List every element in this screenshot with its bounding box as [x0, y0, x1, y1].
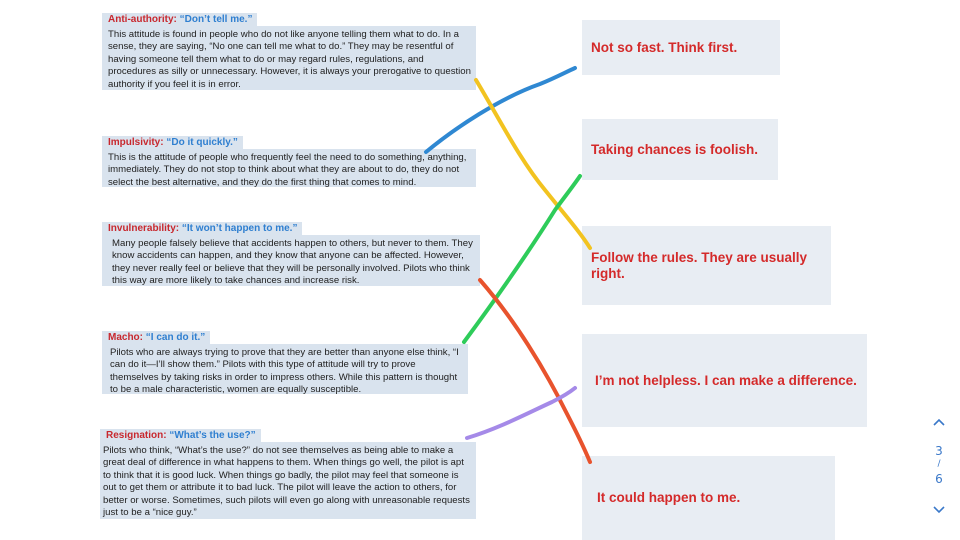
card-heading: Impulsivity: “Do it quickly.”: [102, 136, 243, 149]
attitude-description: This attitude is found in people who do …: [108, 29, 471, 90]
card-macho: Macho: “I can do it.” Pilots who are alw…: [102, 331, 468, 396]
card-anti-authority: Anti-authority: “Don’t tell me.” This at…: [102, 13, 476, 90]
antidote-could-happen[interactable]: It could happen to me.: [582, 456, 835, 540]
attitude-description: This is the attitude of people who frequ…: [108, 152, 467, 188]
attitude-quote: “It won’t happen to me.”: [181, 223, 298, 234]
card-heading: Resignation: “What’s the use?”: [100, 429, 261, 442]
attitude-quote: “Do it quickly.”: [166, 137, 238, 148]
connection-line-invulnerability: [478, 278, 592, 464]
card-impulsivity: Impulsivity: “Do it quickly.” This is th…: [102, 136, 476, 188]
attitude-quote: “Don’t tell me.”: [179, 14, 253, 25]
antidote-not-helpless[interactable]: I’m not helpless. I can make a differenc…: [582, 334, 867, 427]
connection-line-resignation: [465, 386, 577, 440]
attitude-description: Pilots who think, “What’s the use?” do n…: [103, 445, 470, 519]
chevron-up-icon: [933, 418, 945, 426]
attitude-quote: “What’s the use?”: [169, 430, 256, 441]
chevron-down-icon: [933, 506, 945, 514]
attitude-name: Macho:: [108, 332, 143, 343]
page-total: 6: [935, 472, 943, 486]
card-heading: Anti-authority: “Don’t tell me.”: [102, 13, 258, 26]
attitude-description: Many people falsely believe that acciden…: [112, 238, 473, 287]
antidote-think-first[interactable]: Not so fast. Think first.: [582, 20, 780, 75]
antidote-follow-rules[interactable]: Follow the rules. They are usually right…: [582, 226, 831, 305]
connection-line-anti-authority: [474, 78, 592, 250]
page-separator: /: [937, 459, 941, 469]
page-up-button[interactable]: [925, 412, 953, 432]
attitude-name: Anti-authority:: [108, 14, 177, 25]
attitude-quote: “I can do it.”: [145, 332, 206, 343]
card-heading: Invulnerability: “It won’t happen to me.…: [102, 222, 303, 235]
connection-line-macho: [462, 174, 582, 344]
card-invulnerability: Invulnerability: “It won’t happen to me.…: [102, 222, 480, 287]
attitude-description: Pilots who are always trying to prove th…: [110, 347, 459, 396]
page-current: 3: [935, 444, 943, 458]
attitude-name: Impulsivity:: [108, 137, 164, 148]
card-heading: Macho: “I can do it.”: [102, 331, 211, 344]
page-down-button[interactable]: [925, 500, 953, 520]
antidote-taking-chances[interactable]: Taking chances is foolish.: [582, 119, 778, 180]
card-resignation: Resignation: “What’s the use?” Pilots wh…: [100, 429, 476, 519]
attitude-name: Invulnerability:: [108, 223, 180, 234]
attitude-name: Resignation:: [106, 430, 167, 441]
